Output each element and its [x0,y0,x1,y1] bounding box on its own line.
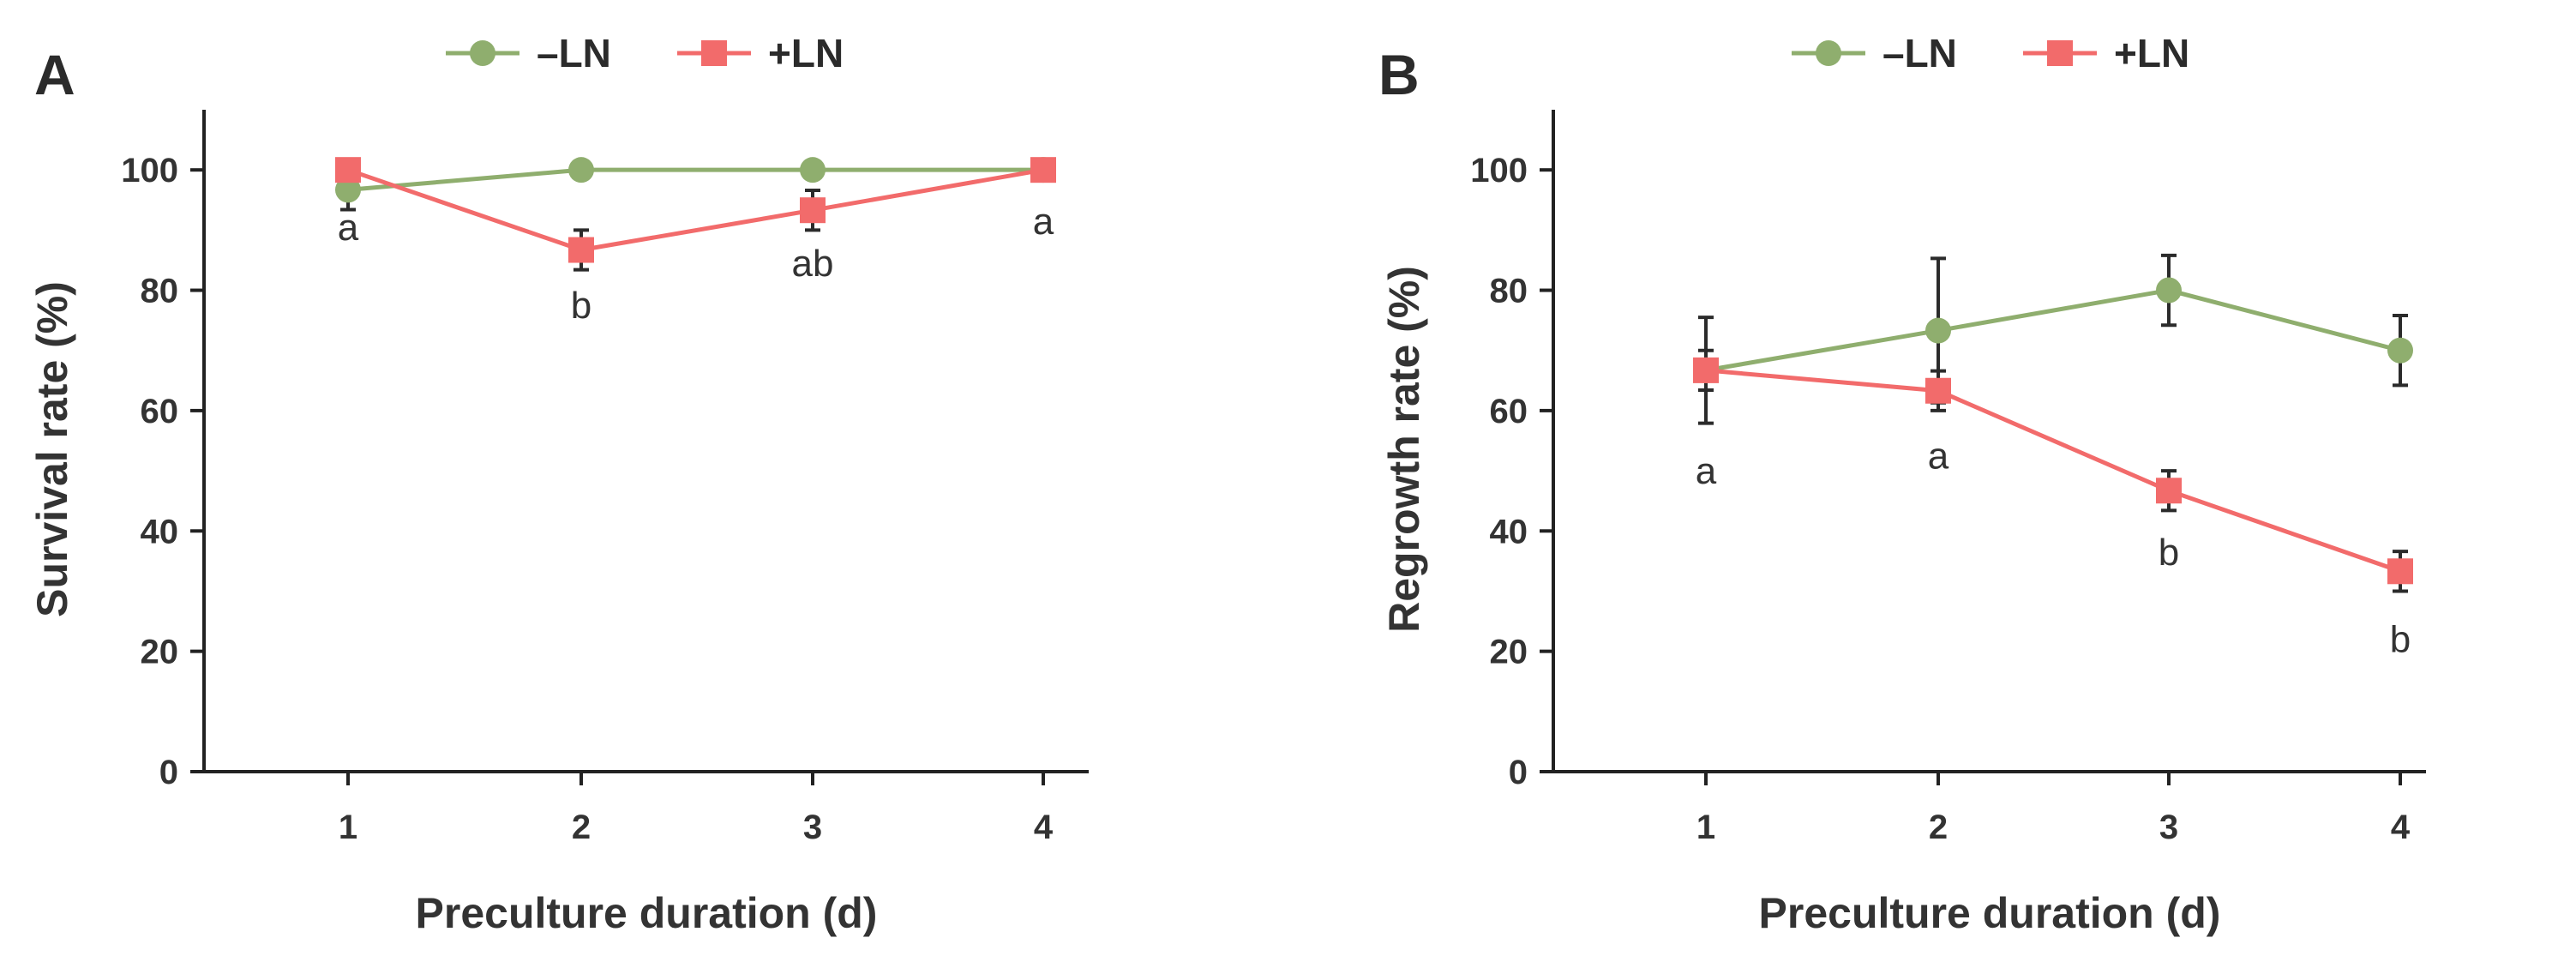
data-point-plus-ln [2156,478,2182,504]
y-tick-label: 40 [141,513,179,550]
data-point-plus-ln [1925,377,1951,404]
legend-label: +LN [2114,31,2189,75]
legend: –LN +LN [1792,31,2189,75]
panel-letter: A [34,43,75,106]
x-tick-label: 4 [1034,809,1054,846]
y-tick-label: 20 [141,634,179,671]
x-tick-label: 4 [2391,809,2411,846]
x-tick-label: 2 [572,809,591,846]
series-line-minus-ln [1705,287,2401,373]
legend-label: –LN [537,31,611,75]
series-line-minus-ln [347,167,1043,192]
data-point-plus-ln [1030,157,1056,183]
significance-label: b [2159,532,2179,574]
y-tick-label: 60 [1490,393,1528,430]
legend-label: –LN [1882,31,1957,75]
data-point-plus-ln [2387,558,2413,585]
chart-panel-b: B 0 20 40 60 80 100 1 2 3 4 Preculture duration (d)… [1378,31,2426,937]
legend-marker-minus-ln [470,40,495,66]
data-point-minus-ln [568,157,594,183]
significance-label: a [1928,436,1949,478]
x-tick-label: 1 [339,809,357,846]
y-tick-label: 80 [141,273,179,310]
data-point-plus-ln [800,197,826,224]
significance-label: b [2390,619,2411,661]
chart-panel-a: A 0 20 40 60 80 100 1 2 3 4 Preculture duration (d)… [28,31,1089,937]
y-tick-label: 60 [141,393,179,430]
x-axis-title: Preculture duration (d) [1759,889,2221,937]
significance-label: a [1696,450,1717,492]
significance-label: ab [792,243,834,285]
y-tick-label: 100 [1470,152,1528,189]
y-axis-title: Regrowth rate (%) [1380,266,1428,633]
data-point-plus-ln [568,237,594,263]
y-tick-label: 0 [159,754,178,791]
significance-label: a [338,207,359,249]
data-point-minus-ln [800,157,826,183]
legend-marker-plus-ln [2047,40,2073,66]
x-tick-label: 2 [1929,809,1948,846]
data-point-plus-ln [335,157,361,183]
significance-label: b [571,285,591,327]
series-line-plus-ln [347,167,1044,253]
data-point-minus-ln [335,177,361,203]
data-point-minus-ln [1925,317,1951,344]
panel-letter: B [1378,43,1420,106]
x-tick-label: 3 [2159,809,2178,846]
y-tick-label: 100 [121,152,178,189]
y-tick-label: 20 [1490,634,1528,671]
legend-label: +LN [768,31,844,75]
y-tick-label: 0 [1509,754,1528,791]
y-tick-label: 40 [1490,513,1528,550]
y-tick-label: 80 [1490,273,1528,310]
data-point-plus-ln [1693,357,1719,383]
series-line-plus-ln [1705,368,2401,574]
x-tick-label: 3 [803,809,822,846]
y-axis-title: Survival rate (%) [28,281,76,617]
x-tick-label: 1 [1696,809,1715,846]
data-point-minus-ln [2156,277,2182,304]
x-axis-title: Preculture duration (d) [416,889,878,937]
data-point-minus-ln [2387,337,2413,364]
legend-marker-minus-ln [1816,40,1841,66]
legend-marker-plus-ln [701,40,727,66]
significance-label: a [1033,201,1054,243]
legend: –LN +LN [446,31,844,75]
